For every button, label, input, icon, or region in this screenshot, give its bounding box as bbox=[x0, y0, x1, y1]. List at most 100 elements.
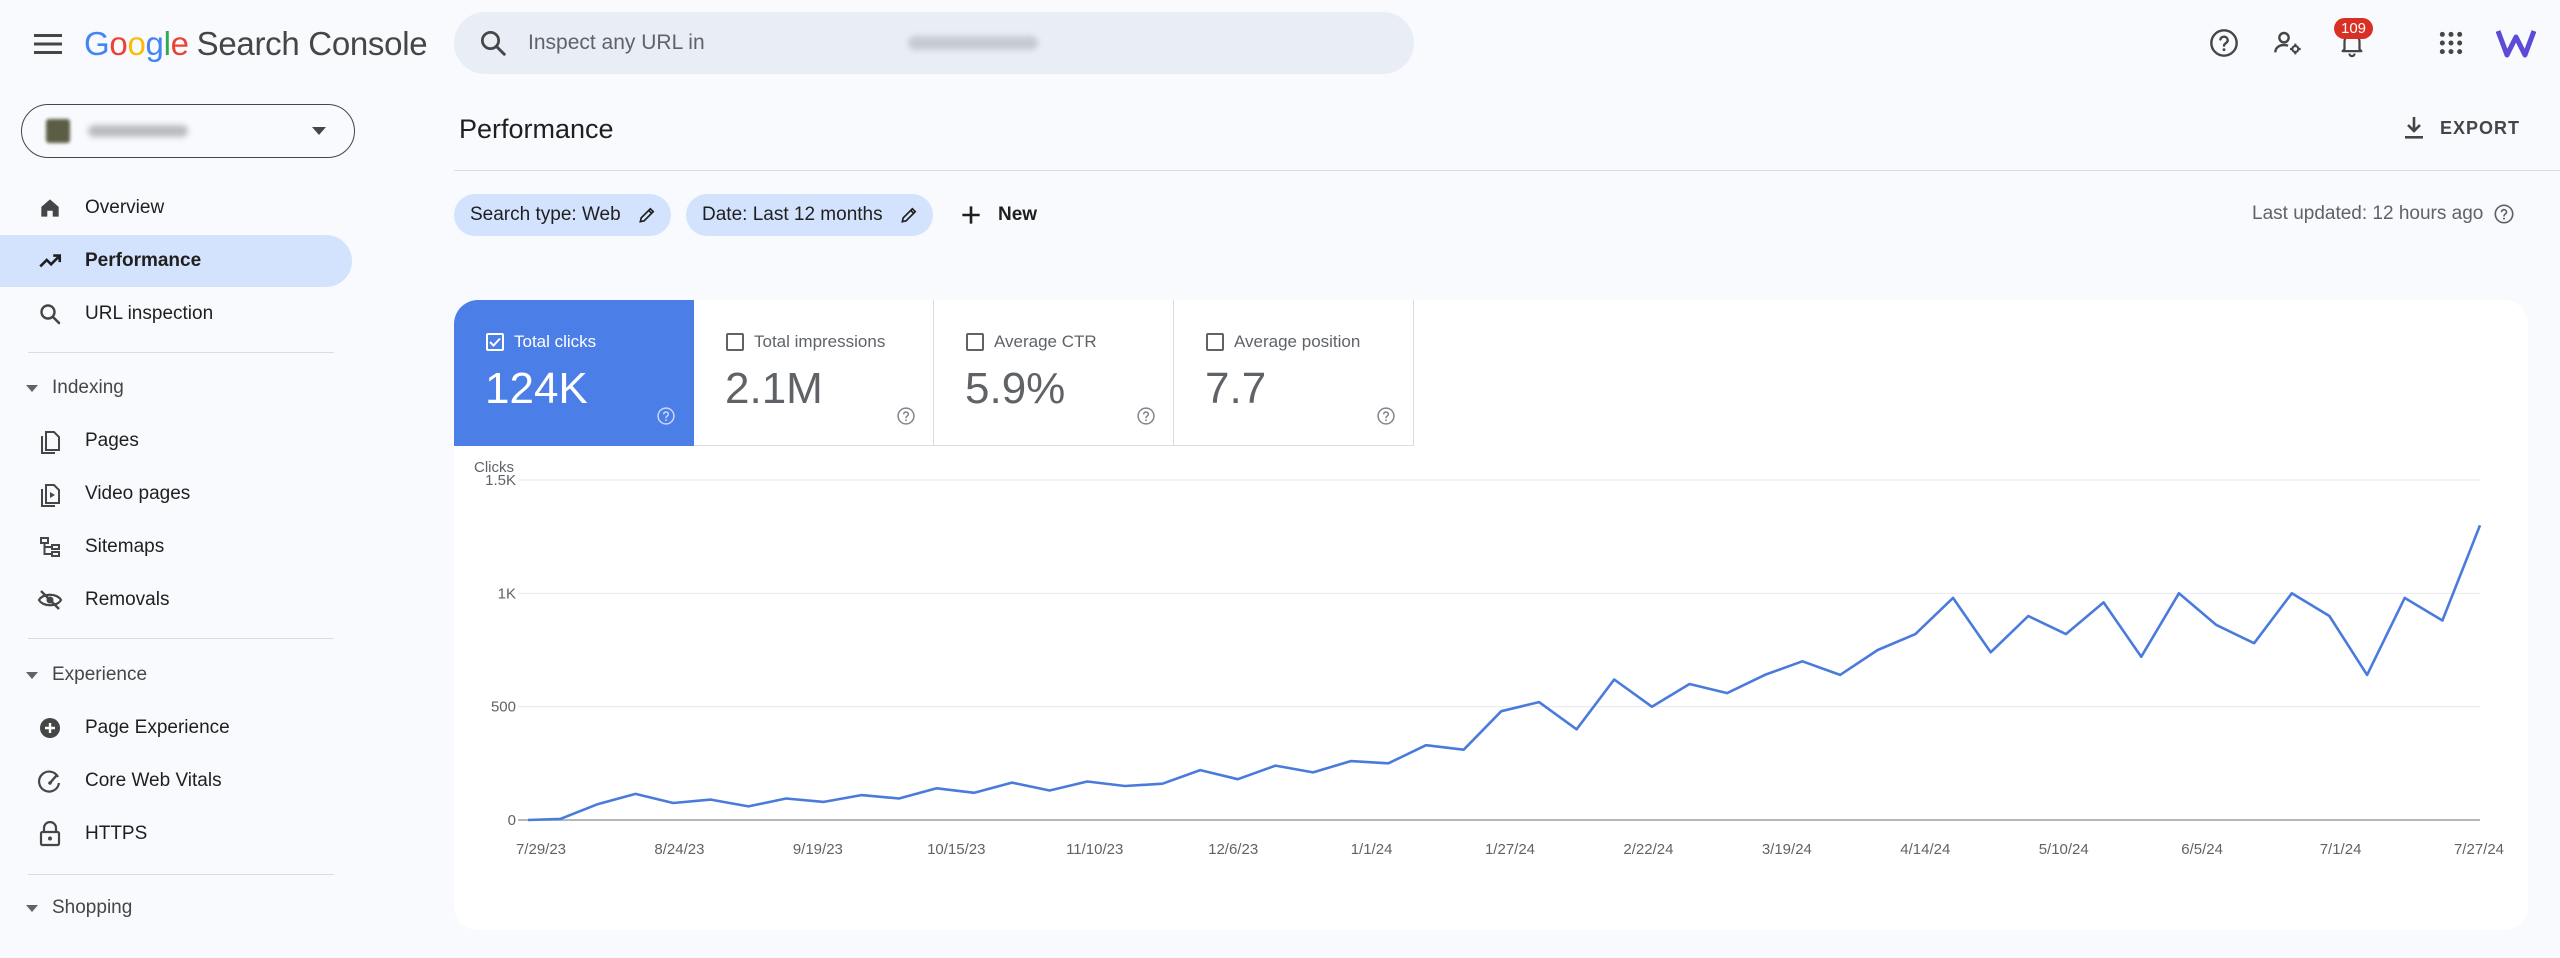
sidebar-item-label: Page Experience bbox=[85, 717, 230, 738]
collapse-arrow-icon bbox=[26, 904, 38, 912]
gauge-icon bbox=[38, 770, 61, 793]
metric-total-clicks[interactable]: Total clicks 124K bbox=[454, 300, 694, 446]
export-button[interactable]: EXPORT bbox=[2402, 110, 2520, 146]
property-name-blurred bbox=[88, 125, 188, 137]
sidebar-item-overview[interactable]: Overview bbox=[0, 182, 352, 234]
help-icon[interactable] bbox=[1136, 406, 1156, 426]
dropdown-caret-icon bbox=[312, 127, 326, 135]
property-selector[interactable] bbox=[21, 104, 355, 158]
google-search-console-logo[interactable]: Google Search Console bbox=[84, 25, 428, 62]
x-tick-label: 8/24/23 bbox=[654, 841, 704, 858]
section-label: Shopping bbox=[52, 897, 133, 918]
pages-icon bbox=[41, 431, 60, 454]
sidebar-item-core-web-vitals[interactable]: Core Web Vitals bbox=[0, 755, 352, 807]
download-icon bbox=[2405, 117, 2423, 139]
eye-off-icon bbox=[37, 590, 63, 610]
help-button[interactable] bbox=[2201, 20, 2247, 66]
sidebar-item-url-inspection[interactable]: URL inspection bbox=[0, 288, 352, 340]
sidebar-divider bbox=[28, 638, 334, 639]
x-tick-label: 7/29/23 bbox=[516, 841, 566, 858]
new-filter-button[interactable]: New bbox=[958, 194, 1037, 236]
url-inspect-input[interactable] bbox=[528, 31, 948, 55]
metric-value: 2.1M bbox=[725, 364, 823, 413]
section-shopping[interactable]: Shopping bbox=[26, 888, 132, 928]
edit-pencil-icon bbox=[638, 207, 655, 223]
help-icon[interactable] bbox=[2493, 203, 2515, 225]
page-title: Performance bbox=[459, 114, 614, 144]
filter-chip-search-type[interactable]: Search type: Web bbox=[454, 194, 671, 236]
checkbox-unchecked-icon[interactable] bbox=[966, 333, 984, 351]
sidebar-item-label: Sitemaps bbox=[85, 536, 165, 557]
sidebar-item-performance[interactable]: Performance bbox=[0, 235, 352, 287]
sidebar-divider bbox=[28, 874, 334, 875]
search-icon bbox=[481, 31, 506, 56]
chip-label: Search type: Web bbox=[470, 204, 621, 225]
filter-chip-date[interactable]: Date: Last 12 months bbox=[686, 194, 933, 236]
metric-value: 5.9% bbox=[965, 364, 1066, 413]
help-icon[interactable] bbox=[656, 406, 676, 426]
x-tick-label: 5/10/24 bbox=[2039, 841, 2089, 858]
google-apps-button[interactable] bbox=[2428, 20, 2474, 66]
x-tick-label: 1/1/24 bbox=[1351, 841, 1393, 858]
sidebar-item-label: URL inspection bbox=[85, 303, 214, 324]
sidebar-item-label: Video pages bbox=[85, 483, 191, 504]
metric-value: 7.7 bbox=[1205, 364, 1267, 413]
section-indexing[interactable]: Indexing bbox=[26, 368, 124, 408]
sitemap-icon bbox=[40, 537, 60, 557]
manage-users-button[interactable] bbox=[2265, 20, 2311, 66]
sidebar-divider bbox=[28, 352, 334, 353]
collapse-arrow-icon bbox=[26, 671, 38, 679]
x-tick-label: 7/1/24 bbox=[2320, 841, 2362, 858]
metric-average-position[interactable]: Average position 7.7 bbox=[1174, 300, 1414, 446]
x-tick-label: 9/19/23 bbox=[793, 841, 843, 858]
plus-circle-icon bbox=[40, 718, 60, 738]
sidebar-item-sitemaps[interactable]: Sitemaps bbox=[0, 521, 352, 573]
sidebar-item-removals[interactable]: Removals bbox=[0, 574, 352, 626]
person-settings-icon bbox=[2274, 31, 2301, 55]
sidebar-item-label: Core Web Vitals bbox=[85, 770, 222, 791]
x-tick-label: 7/27/24 bbox=[2454, 841, 2504, 858]
search-icon bbox=[40, 304, 61, 325]
sidebar-item-label: Overview bbox=[85, 197, 165, 218]
video-pages-icon bbox=[41, 484, 60, 507]
sidebar-item-https[interactable]: HTTPS bbox=[0, 808, 352, 860]
checkbox-checked-icon[interactable] bbox=[486, 333, 504, 351]
help-icon[interactable] bbox=[896, 406, 916, 426]
performance-card: Total clicks 124K Total impressions 2.1M… bbox=[454, 300, 2528, 930]
x-tick-label: 4/14/24 bbox=[1900, 841, 1950, 858]
y-tick-label: 1.5K bbox=[485, 472, 516, 489]
collapse-arrow-icon bbox=[26, 384, 38, 392]
home-icon bbox=[41, 199, 59, 217]
y-tick-label: 1K bbox=[498, 585, 516, 602]
main-menu-button[interactable] bbox=[28, 24, 68, 64]
section-experience[interactable]: Experience bbox=[26, 655, 147, 695]
last-updated-info: Last updated: 12 hours ago bbox=[2252, 203, 2515, 225]
metric-total-impressions[interactable]: Total impressions 2.1M bbox=[694, 300, 934, 446]
checkbox-unchecked-icon[interactable] bbox=[726, 333, 744, 351]
help-icon[interactable] bbox=[1376, 406, 1396, 426]
blurred-property-domain bbox=[908, 36, 1038, 50]
checkbox-unchecked-icon[interactable] bbox=[1206, 333, 1224, 351]
trending-up-icon bbox=[39, 254, 62, 268]
metric-average-ctr[interactable]: Average CTR 5.9% bbox=[934, 300, 1174, 446]
hamburger-menu-icon bbox=[34, 34, 62, 54]
lock-icon bbox=[39, 821, 61, 847]
product-name: Search Console bbox=[196, 25, 428, 62]
x-tick-label: 2/22/24 bbox=[1623, 841, 1673, 858]
sidebar-item-page-experience[interactable]: Page Experience bbox=[0, 702, 352, 754]
sidebar-item-pages[interactable]: Pages bbox=[0, 415, 352, 467]
sidebar-item-video-pages[interactable]: Video pages bbox=[0, 468, 352, 520]
workspace-logo-icon bbox=[2496, 30, 2536, 58]
y-axis-label: Clicks bbox=[474, 459, 514, 476]
x-tick-label: 6/5/24 bbox=[2181, 841, 2223, 858]
notifications-badge: 109 bbox=[2334, 18, 2374, 39]
account-avatar[interactable] bbox=[2493, 20, 2539, 66]
metric-value: 124K bbox=[485, 364, 588, 413]
x-tick-label: 3/19/24 bbox=[1762, 841, 1812, 858]
sidebar-item-label: Pages bbox=[85, 430, 139, 451]
url-inspection-search[interactable] bbox=[454, 12, 1414, 74]
edit-pencil-icon bbox=[900, 207, 917, 223]
plus-icon bbox=[962, 206, 980, 224]
x-tick-label: 12/6/23 bbox=[1208, 841, 1258, 858]
